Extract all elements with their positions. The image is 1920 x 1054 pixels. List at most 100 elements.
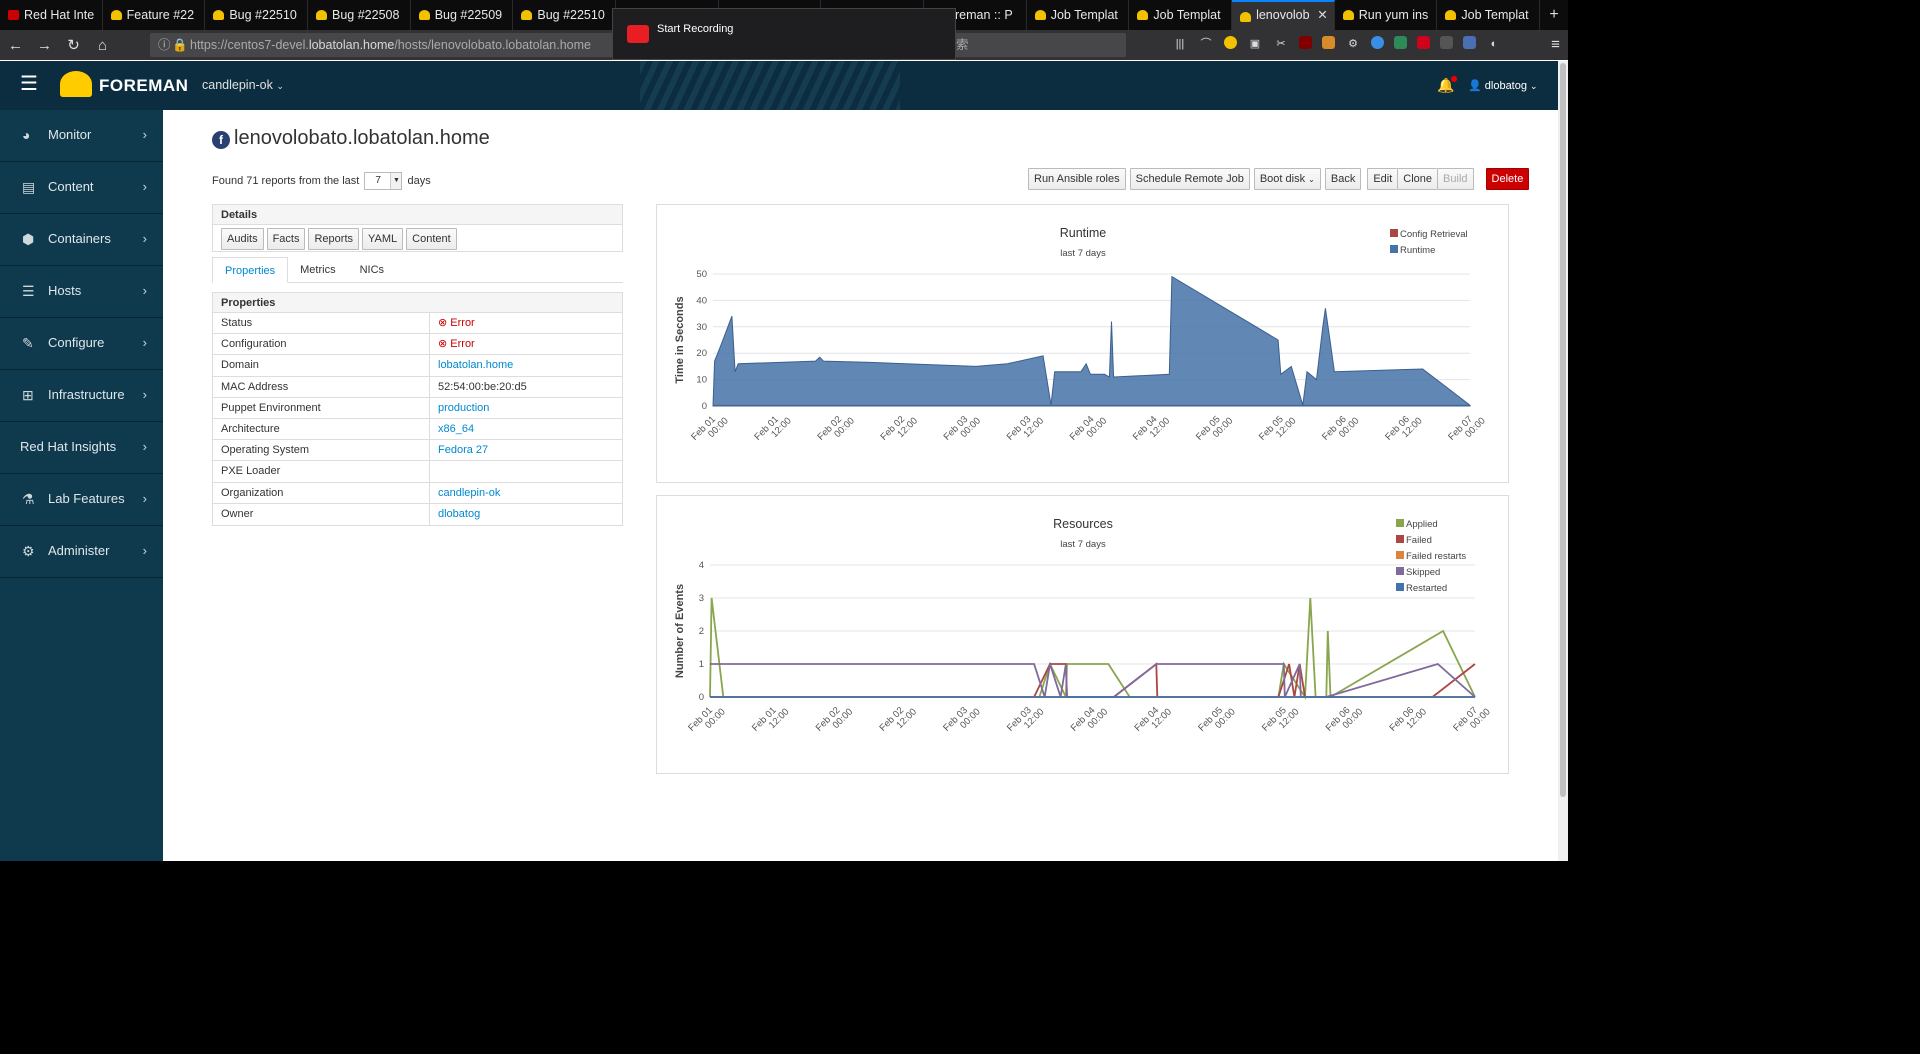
delete-button[interactable]: Delete <box>1485 168 1530 190</box>
library-icon[interactable]: ||| <box>1175 38 1185 50</box>
browser-tab-label: Bug #22508 <box>332 8 400 22</box>
edit-button[interactable]: Edit <box>1367 168 1398 190</box>
run-ansible-roles-button[interactable]: Run Ansible roles <box>1028 168 1126 190</box>
menu-icon[interactable]: ≡ <box>1551 36 1560 53</box>
tampermonkey-icon[interactable] <box>1322 36 1335 49</box>
legend-entry-restarted[interactable]: Restarted <box>1406 583 1447 594</box>
legend-swatch <box>1390 245 1398 253</box>
legend-swatch <box>1396 583 1404 591</box>
user-menu[interactable]: 👤 dlobatog ⌄ <box>1468 79 1538 92</box>
shield-icon[interactable] <box>1394 36 1407 49</box>
screenshot-icon[interactable]: ✂ <box>1276 38 1286 50</box>
clone-button[interactable]: Clone <box>1397 168 1438 190</box>
browser-tab[interactable]: Bug #22508 <box>308 0 411 30</box>
sidebar-item-containers[interactable]: ⬢ Containers › <box>0 214 163 266</box>
reload-icon[interactable]: ↻ <box>67 37 80 54</box>
grey-extension-icon[interactable] <box>1440 36 1453 49</box>
yaml-button[interactable]: YAML <box>362 228 404 250</box>
info-icon[interactable]: ⓘ <box>158 38 171 52</box>
schedule-remote-job-button[interactable]: Schedule Remote Job <box>1129 168 1250 190</box>
sidebar-item-content[interactable]: ▤ Content › <box>0 162 163 214</box>
browser-tab[interactable]: lenovolob ✕ <box>1232 0 1335 30</box>
property-value[interactable]: x86_64 <box>438 422 475 435</box>
browser-tab[interactable]: Feature #22 <box>103 0 206 30</box>
tab-properties[interactable]: Properties <box>212 257 289 283</box>
browser-tab-label: Bug #22510 <box>229 8 297 22</box>
ublock-icon[interactable] <box>1299 36 1312 49</box>
reports-summary-suffix: days <box>407 174 431 187</box>
new-tab-icon[interactable]: + <box>1549 6 1559 23</box>
close-tab-icon[interactable]: ✕ <box>1317 8 1328 22</box>
favicon-icon <box>1240 12 1252 22</box>
sidebar-item-infrastructure[interactable]: ⊞ Infrastructure › <box>0 370 163 422</box>
property-value[interactable]: dlobatog <box>438 507 481 520</box>
property-value[interactable]: candlepin-ok <box>438 486 501 499</box>
property-value[interactable]: production <box>438 401 490 414</box>
y-tick-label: 0 <box>699 692 704 703</box>
back-arrow-icon[interactable]: ← <box>8 36 23 54</box>
organization-label: candlepin-ok <box>202 78 273 92</box>
browser-tab[interactable]: Red Hat Inte <box>0 0 103 30</box>
facts-button[interactable]: Facts <box>266 228 306 250</box>
build-button[interactable]: Build <box>1437 168 1474 190</box>
dark-extension-icon[interactable]: ◐ <box>1490 38 1498 50</box>
user-icon: 👤 <box>1468 80 1482 92</box>
boot-disk-button[interactable]: Boot disk ⌄ <box>1253 168 1321 190</box>
legend-entry-applied[interactable]: Applied <box>1406 519 1438 530</box>
home-icon[interactable]: ⌂ <box>97 36 108 54</box>
brand-name[interactable]: FOREMAN <box>99 76 189 95</box>
sidebar-item-configure[interactable]: ✎ Configure › <box>0 318 163 370</box>
reports-button[interactable]: Reports <box>308 228 360 250</box>
emoji-extension-icon[interactable] <box>1224 36 1237 49</box>
page-scrollbar[interactable] <box>1558 61 1568 861</box>
property-value[interactable]: lobatolan.home <box>438 359 514 372</box>
browser-tab[interactable]: Bug #22509 <box>411 0 514 30</box>
organization-switcher[interactable]: candlepin-ok ⌄ <box>202 78 284 92</box>
y-tick-label: 40 <box>696 295 707 306</box>
properties-tabs: Properties Metrics NICs <box>212 257 623 283</box>
forward-arrow-icon[interactable]: → <box>37 36 52 54</box>
back-button[interactable]: Back <box>1324 168 1362 190</box>
sidebar-item-monitor[interactable]: ◕ Monitor › <box>0 110 163 162</box>
notification-dot <box>1451 76 1458 82</box>
blue-extension-icon[interactable] <box>1463 36 1476 49</box>
foreman-logo-icon[interactable] <box>60 71 92 97</box>
sidebar-item-lab-features[interactable]: ⚗ Lab Features › <box>0 474 163 526</box>
browser-tab[interactable]: Job Templat <box>1027 0 1130 30</box>
browser-tab[interactable]: Bug #22510 <box>205 0 309 30</box>
legend-entry-skipped[interactable]: Skipped <box>1406 567 1440 578</box>
sidebar-item-red-hat-insights[interactable]: Red Hat Insights › <box>0 422 163 474</box>
browser-tab[interactable]: Run yum ins <box>1335 0 1438 30</box>
legend-entry-failed-restarts[interactable]: Failed restarts <box>1406 551 1466 562</box>
notification-bell-icon[interactable]: 🔔 <box>1437 76 1458 94</box>
reader-icon[interactable]: ▣ <box>1249 38 1261 50</box>
y-tick-label: 1 <box>699 659 704 670</box>
days-select[interactable]: 7 ▼ <box>364 172 403 190</box>
tab-metrics[interactable]: Metrics <box>300 264 336 276</box>
legend-entry-failed[interactable]: Failed <box>1406 535 1432 546</box>
legend-entry-runtime[interactable]: Runtime <box>1400 245 1435 256</box>
compass-icon[interactable] <box>1371 36 1384 49</box>
browser-tab[interactable]: Job Templat <box>1437 0 1541 30</box>
pocket-icon[interactable]: ⌒ <box>1200 38 1212 50</box>
settings-extension-icon[interactable]: ⚙ <box>1348 38 1358 50</box>
scrollbar-thumb[interactable] <box>1560 63 1566 797</box>
legend-entry-config-retrieval[interactable]: Config Retrieval <box>1400 229 1468 240</box>
recording-popup[interactable]: Start Recording <box>612 8 956 60</box>
recording-label: Start Recording <box>657 23 734 35</box>
hamburger-icon[interactable]: ☰ <box>20 73 38 95</box>
header-stripe <box>640 61 900 110</box>
red-extension-icon[interactable] <box>1417 36 1430 49</box>
sidebar-item-administer[interactable]: ⚙ Administer › <box>0 526 163 578</box>
browser-tab[interactable]: Job Templat <box>1129 0 1233 30</box>
content-button[interactable]: Content <box>406 228 457 250</box>
browser-tab[interactable]: Bug #22510 <box>513 0 617 30</box>
audits-button[interactable]: Audits <box>221 228 264 250</box>
tab-nics[interactable]: NICs <box>359 264 385 276</box>
property-value[interactable]: Fedora 27 <box>438 444 489 457</box>
sidebar-item-hosts[interactable]: ☰ Hosts › <box>0 266 163 318</box>
